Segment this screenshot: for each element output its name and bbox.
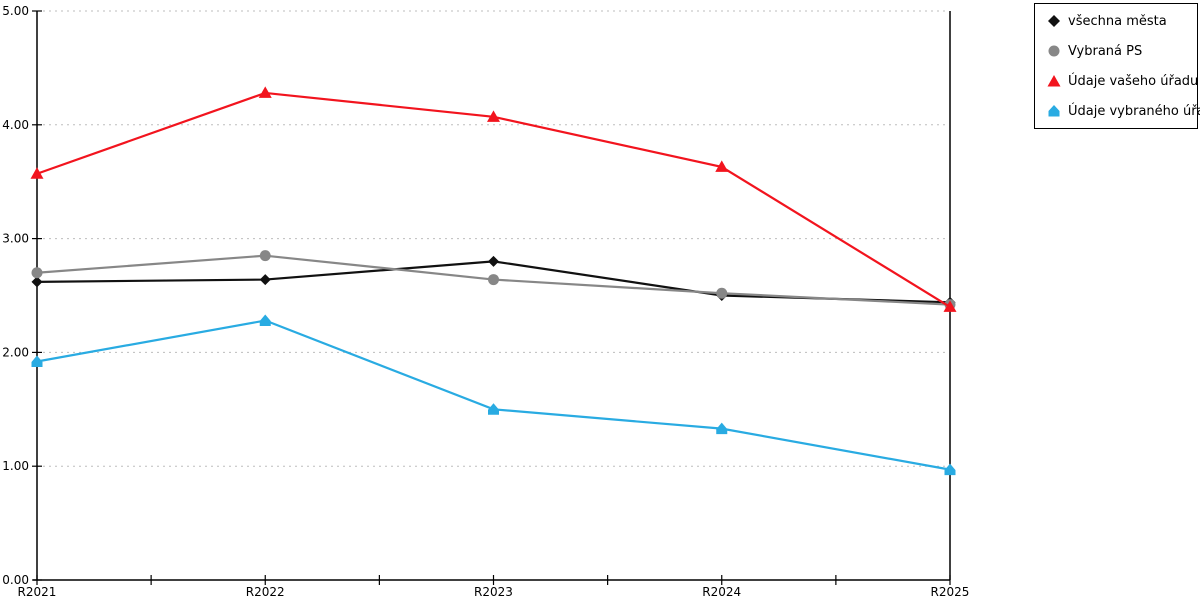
circle-marker-icon <box>31 267 43 279</box>
y-axis-tick-label: 3.00 <box>2 232 29 246</box>
triangle-icon <box>1047 75 1061 87</box>
dome-marker-icon <box>716 422 728 435</box>
dome-marker-icon <box>488 403 499 415</box>
triangle-marker-icon <box>715 160 729 172</box>
series-line <box>36 319 951 471</box>
legend-item: Vybraná PS <box>1046 38 1197 64</box>
diamond-icon <box>1048 15 1060 27</box>
glyph <box>1048 15 1060 27</box>
circle-marker-icon <box>488 274 499 286</box>
diamond-marker-icon <box>259 274 271 286</box>
diamond-marker-icon <box>1046 14 1062 28</box>
y-axis-tick-label: 5.00 <box>2 4 29 18</box>
y-axis-tick-label: 1.00 <box>2 459 29 473</box>
y-axis-tick-label: 2.00 <box>2 345 29 359</box>
legend-label: Údaje vašeho úřadu <box>1068 73 1199 89</box>
circle-marker-icon <box>716 287 728 299</box>
x-axis-tick-label: R2023 <box>474 585 513 599</box>
dome-icon <box>1048 105 1060 117</box>
legend-label: Údaje vybraného úřadu <box>1068 103 1200 119</box>
triangle-marker-icon <box>1046 74 1062 88</box>
glyph <box>1048 105 1060 117</box>
diamond-marker-icon <box>488 255 499 267</box>
dome-marker-icon <box>259 314 271 327</box>
triangle-marker-icon <box>943 300 957 312</box>
dome-marker-icon <box>1046 104 1062 118</box>
dome-marker-icon <box>31 355 43 368</box>
circle-marker-icon <box>259 250 271 262</box>
dome-marker-icon <box>944 463 956 476</box>
legend: všechna města Vybraná PS Údaje vašeho úř… <box>1034 3 1200 129</box>
legend-label: všechna města <box>1068 13 1167 29</box>
y-axis-tick-label: 0.00 <box>2 573 29 587</box>
legend-item: Údaje vybraného úřadu <box>1046 98 1200 124</box>
x-axis-tick-label: R2025 <box>931 585 970 599</box>
glyph <box>1048 45 1060 57</box>
circle-icon <box>1048 45 1060 57</box>
triangle-marker-icon <box>30 167 44 179</box>
x-axis-tick-label: R2021 <box>18 585 57 599</box>
circle-marker-icon <box>1046 44 1062 58</box>
x-axis-tick-label: R2024 <box>702 585 741 599</box>
triangle-marker-icon <box>487 110 500 122</box>
x-axis-tick-label: R2022 <box>246 585 285 599</box>
triangle-marker-icon <box>258 86 272 98</box>
y-axis-tick-label: 4.00 <box>2 118 29 132</box>
legend-label: Vybraná PS <box>1068 43 1143 59</box>
legend-item: Údaje vašeho úřadu <box>1046 68 1199 94</box>
glyph <box>1047 75 1061 87</box>
legend-item: všechna města <box>1046 8 1197 34</box>
diamond-marker-icon <box>31 276 43 288</box>
